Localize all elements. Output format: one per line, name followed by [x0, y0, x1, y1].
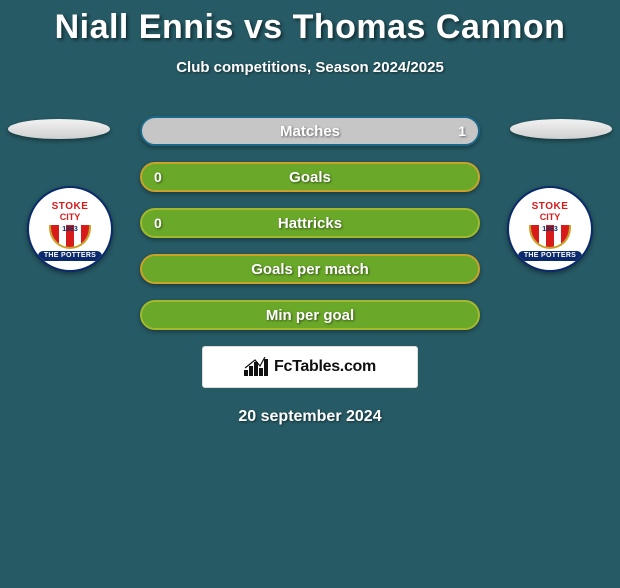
crest-ribbon: THE POTTERS: [518, 251, 582, 261]
stat-row-goals: 0 Goals: [140, 162, 480, 192]
brand-text: FcTables.com: [274, 358, 376, 376]
club-crest-right: STOKE CITY 1863 THE POTTERS: [507, 186, 593, 272]
page-title: Niall Ennis vs Thomas Cannon: [0, 8, 620, 47]
stat-label: Matches: [280, 123, 340, 140]
stat-row-hattricks: 0 Hattricks: [140, 208, 480, 238]
stat-pills: Matches 1 0 Goals 0 Hattricks Goals per match M…: [140, 116, 480, 330]
player-slot-right: [510, 119, 612, 139]
club-crest-left: STOKE CITY 1863 THE POTTERS: [27, 186, 113, 272]
stat-label: Goals per match: [251, 261, 369, 278]
stat-label: Goals: [289, 169, 331, 186]
content-area: STOKE CITY 1863 THE POTTERS STOKE CITY 1…: [0, 116, 620, 426]
stat-label: Min per goal: [266, 307, 354, 324]
stat-label: Hattricks: [278, 215, 342, 232]
brand-box: FcTables.com: [202, 346, 418, 388]
bars-icon: [244, 357, 268, 377]
stat-row-matches: Matches 1: [140, 116, 480, 146]
crest-ribbon: THE POTTERS: [38, 251, 102, 261]
crest-year: 1863: [62, 226, 78, 233]
player-slot-left: [8, 119, 110, 139]
crest-year: 1863: [542, 226, 558, 233]
page-subtitle: Club competitions, Season 2024/2025: [0, 59, 620, 76]
stat-value-left: 0: [154, 215, 162, 231]
crest-text-line1: STOKE: [52, 201, 89, 212]
crest-text-line2: CITY: [540, 212, 561, 222]
crest-text-line1: STOKE: [532, 201, 569, 212]
stat-value-left: 0: [154, 169, 162, 185]
date-text: 20 september 2024: [0, 408, 620, 426]
stat-value-right: 1: [458, 123, 466, 139]
stat-row-mpg: Min per goal: [140, 300, 480, 330]
crest-text-line2: CITY: [60, 212, 81, 222]
stat-row-gpm: Goals per match: [140, 254, 480, 284]
